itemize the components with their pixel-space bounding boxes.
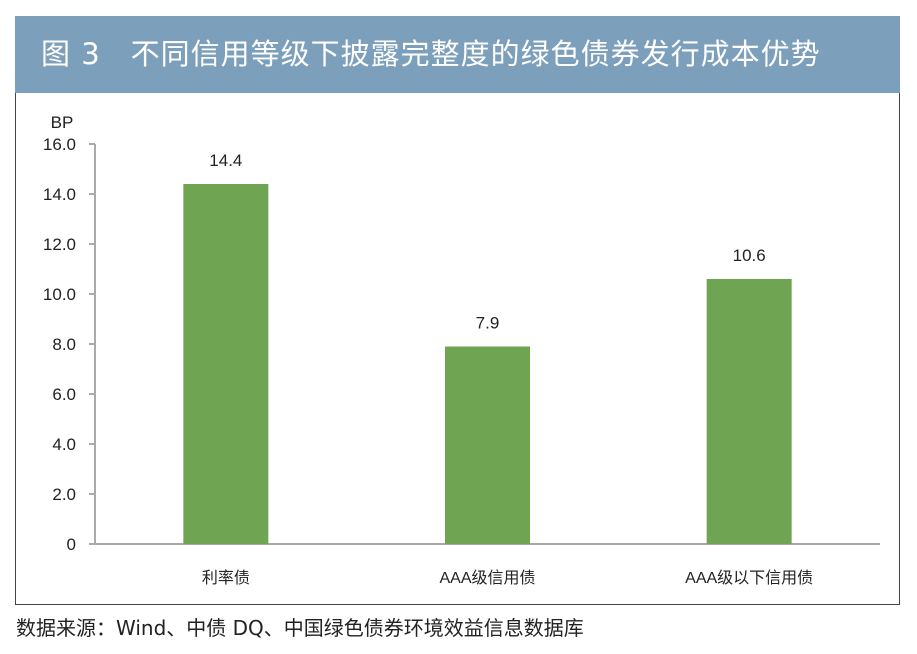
chart-title-bar: 图 3 不同信用等级下披露完整度的绿色债券发行成本优势 (15, 16, 900, 93)
x-tick-label: AAA级信用债 (439, 569, 535, 587)
y-tick-label: 6.0 (52, 385, 76, 404)
x-tick-label: 利率债 (202, 569, 250, 587)
data-label: 7.9 (476, 314, 500, 333)
y-tick-label: 14.0 (43, 185, 76, 204)
bar (706, 279, 792, 544)
y-tick-label: 4.0 (52, 435, 76, 454)
data-label: 14.4 (209, 151, 242, 170)
bar (183, 184, 269, 544)
chart-frame (15, 93, 900, 605)
y-tick-label: 16.0 (43, 135, 76, 154)
y-tick-label: 2.0 (52, 485, 76, 504)
y-tick-label: 8.0 (52, 335, 76, 354)
y-tick-label: 0 (67, 535, 76, 554)
y-tick-label: 10.0 (43, 285, 76, 304)
bar (445, 346, 530, 544)
source-note: 数据来源：Wind、中债 DQ、中国绿色债券环境效益信息数据库 (16, 616, 584, 640)
data-label: 10.6 (733, 246, 766, 265)
figure-number: 图 3 (41, 37, 101, 71)
y-tick-label: 12.0 (43, 235, 76, 254)
y-axis-label: BP (51, 113, 74, 132)
chart-title: 不同信用等级下披露完整度的绿色债券发行成本优势 (130, 37, 821, 71)
x-tick-label: AAA级以下信用债 (685, 569, 813, 587)
